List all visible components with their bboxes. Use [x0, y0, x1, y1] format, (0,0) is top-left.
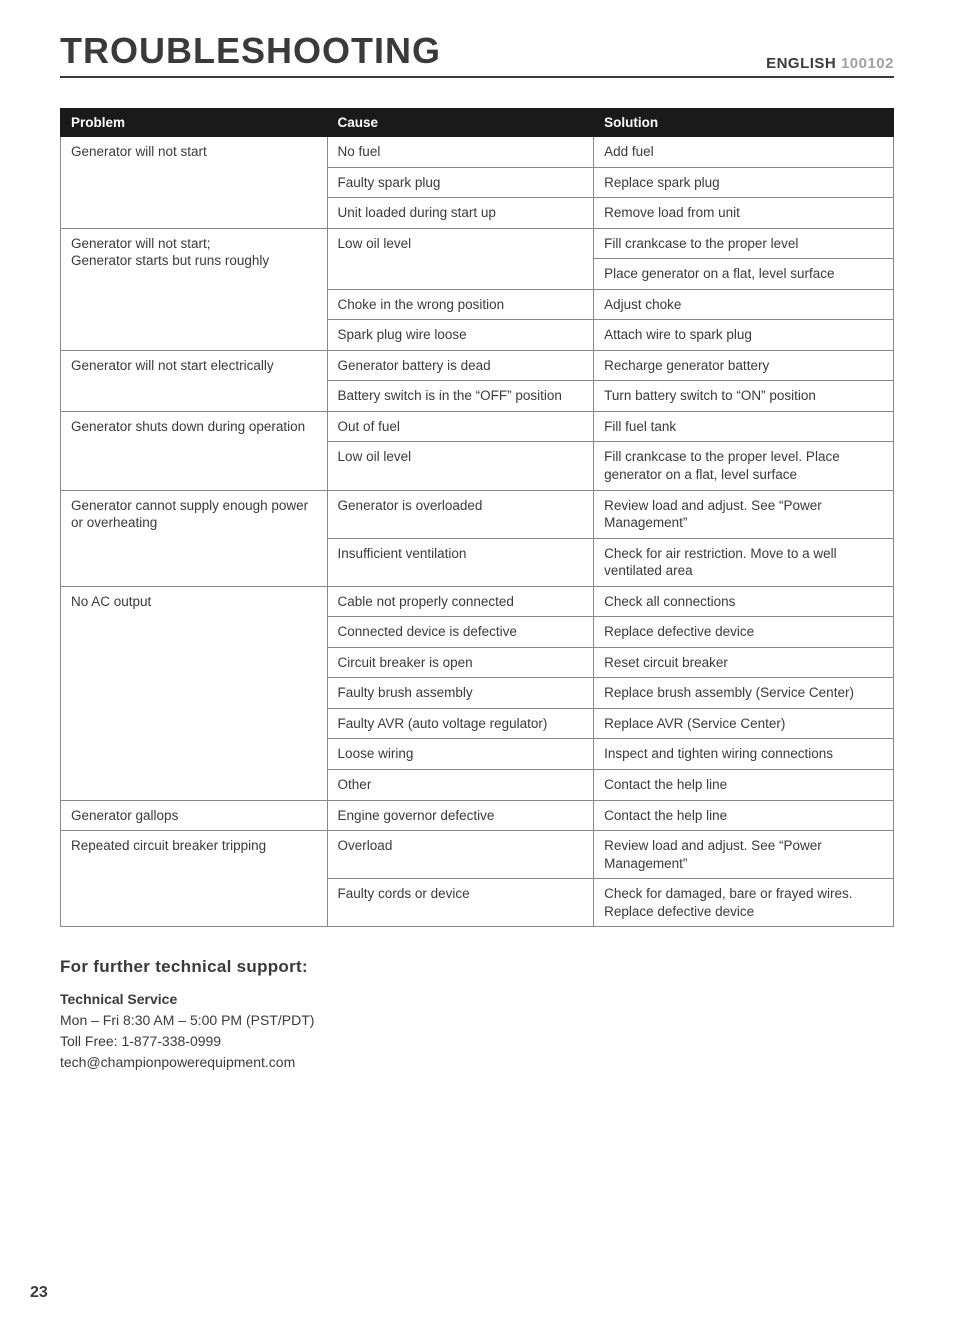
cell-problem: Generator gallops [61, 800, 328, 831]
cell-solution: Replace spark plug [594, 167, 894, 198]
cell-cause: Engine governor defective [327, 800, 594, 831]
cell-cause: Circuit breaker is open [327, 647, 594, 678]
cell-solution: Replace AVR (Service Center) [594, 708, 894, 739]
cell-problem: No AC output [61, 586, 328, 800]
cell-solution: Contact the help line [594, 800, 894, 831]
support-body: Technical Service Mon – Fri 8:30 AM – 5:… [60, 989, 894, 1073]
col-cause: Cause [327, 109, 594, 137]
cell-cause: Choke in the wrong position [327, 289, 594, 320]
support-phone: Toll Free: 1-877-338-0999 [60, 1031, 894, 1052]
table-row: Generator cannot supply enough power or … [61, 490, 894, 538]
page-header: TROUBLESHOOTING ENGLISH 100102 [60, 30, 894, 78]
cell-problem: Generator will not start; Generator star… [61, 228, 328, 350]
cell-solution: Add fuel [594, 137, 894, 168]
cell-problem: Generator will not start [61, 137, 328, 229]
cell-solution: Check for air restriction. Move to a wel… [594, 538, 894, 586]
cell-solution: Remove load from unit [594, 198, 894, 229]
cell-cause: Low oil level [327, 228, 594, 289]
header-model: 100102 [841, 55, 894, 72]
cell-solution: Fill fuel tank [594, 411, 894, 442]
table-row: Generator shuts down during operationOut… [61, 411, 894, 442]
cell-cause: Faulty brush assembly [327, 678, 594, 709]
cell-problem: Repeated circuit breaker tripping [61, 831, 328, 927]
support-heading: For further technical support: [60, 957, 894, 977]
cell-solution: Replace brush assembly (Service Center) [594, 678, 894, 709]
col-solution: Solution [594, 109, 894, 137]
support-service-label: Technical Service [60, 989, 894, 1010]
table-row: Generator will not startNo fuelAdd fuel [61, 137, 894, 168]
cell-solution: Recharge generator battery [594, 350, 894, 381]
cell-cause: Cable not properly connected [327, 586, 594, 617]
cell-solution: Fill crankcase to the proper level [594, 228, 894, 259]
header-language-model: ENGLISH 100102 [766, 55, 894, 72]
table-header: Problem Cause Solution [61, 109, 894, 137]
col-problem: Problem [61, 109, 328, 137]
cell-solution: Attach wire to spark plug [594, 320, 894, 351]
table-row: Repeated circuit breaker trippingOverloa… [61, 831, 894, 879]
cell-cause: Low oil level [327, 442, 594, 490]
cell-solution: Check for damaged, bare or frayed wires.… [594, 879, 894, 927]
cell-problem: Generator shuts down during operation [61, 411, 328, 490]
cell-cause: Faulty cords or device [327, 879, 594, 927]
cell-cause: Spark plug wire loose [327, 320, 594, 351]
cell-solution: Inspect and tighten wiring connections [594, 739, 894, 770]
cell-solution: Contact the help line [594, 770, 894, 801]
page-number: 23 [30, 1284, 48, 1302]
cell-cause: Generator battery is dead [327, 350, 594, 381]
support-email: tech@championpowerequipment.com [60, 1052, 894, 1073]
cell-solution: Review load and adjust. See “Power Manag… [594, 490, 894, 538]
cell-cause: Out of fuel [327, 411, 594, 442]
cell-cause: Unit loaded during start up [327, 198, 594, 229]
cell-cause: Faulty AVR (auto voltage regulator) [327, 708, 594, 739]
cell-solution: Adjust choke [594, 289, 894, 320]
cell-solution: Check all connections [594, 586, 894, 617]
cell-cause: Faulty spark plug [327, 167, 594, 198]
cell-cause: Loose wiring [327, 739, 594, 770]
cell-cause: No fuel [327, 137, 594, 168]
cell-cause: Generator is overloaded [327, 490, 594, 538]
table-row: No AC outputCable not properly connected… [61, 586, 894, 617]
header-language: ENGLISH [766, 55, 836, 72]
cell-solution: Replace defective device [594, 617, 894, 648]
cell-cause: Connected device is defective [327, 617, 594, 648]
cell-problem: Generator cannot supply enough power or … [61, 490, 328, 586]
cell-solution: Place generator on a flat, level surface [594, 259, 894, 290]
support-hours: Mon – Fri 8:30 AM – 5:00 PM (PST/PDT) [60, 1010, 894, 1031]
cell-cause: Overload [327, 831, 594, 879]
cell-cause: Other [327, 770, 594, 801]
cell-solution: Reset circuit breaker [594, 647, 894, 678]
cell-solution: Fill crankcase to the proper level. Plac… [594, 442, 894, 490]
cell-solution: Turn battery switch to “ON” position [594, 381, 894, 412]
page-title: TROUBLESHOOTING [60, 30, 441, 72]
table-row: Generator gallopsEngine governor defecti… [61, 800, 894, 831]
cell-cause: Battery switch is in the “OFF” position [327, 381, 594, 412]
table-row: Generator will not start electricallyGen… [61, 350, 894, 381]
troubleshooting-table: Problem Cause Solution Generator will no… [60, 108, 894, 927]
table-body: Generator will not startNo fuelAdd fuelF… [61, 137, 894, 927]
table-row: Generator will not start; Generator star… [61, 228, 894, 259]
cell-problem: Generator will not start electrically [61, 350, 328, 411]
cell-solution: Review load and adjust. See “Power Manag… [594, 831, 894, 879]
cell-cause: Insufficient ventilation [327, 538, 594, 586]
